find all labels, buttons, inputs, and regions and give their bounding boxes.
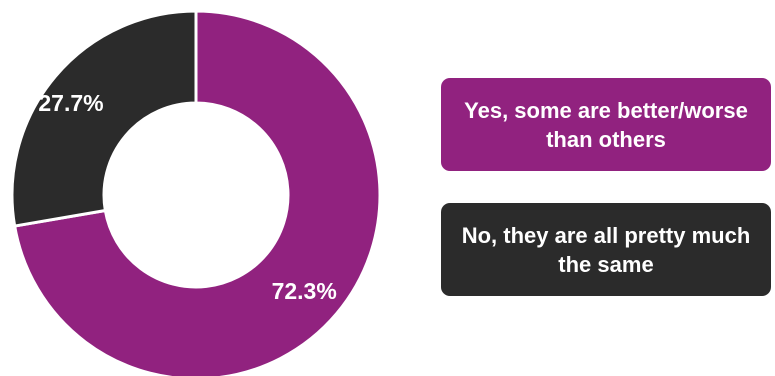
donut-chart: 72.3% 27.7% <box>10 9 382 376</box>
legend-label-no: No, they are all pretty much the same <box>461 222 751 277</box>
slice-label-no: 27.7% <box>38 90 103 116</box>
legend-item-yes: Yes, some are better/worse than others <box>441 78 771 171</box>
legend-item-no: No, they are all pretty much the same <box>441 203 771 296</box>
slice-label-yes: 72.3% <box>272 278 337 304</box>
slice-yes <box>12 9 382 376</box>
legend-label-yes: Yes, some are better/worse than others <box>464 97 748 152</box>
slice-no <box>10 9 198 228</box>
